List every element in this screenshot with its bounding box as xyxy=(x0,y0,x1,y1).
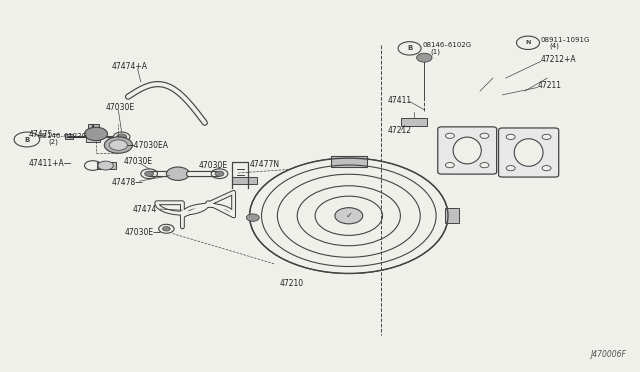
Text: 47478—: 47478— xyxy=(112,178,144,187)
Circle shape xyxy=(246,214,259,221)
Circle shape xyxy=(335,208,363,224)
Text: 08146–6122G: 08146–6122G xyxy=(38,133,88,139)
FancyBboxPatch shape xyxy=(499,128,559,177)
Bar xyxy=(232,177,257,184)
Text: B: B xyxy=(24,137,29,142)
Circle shape xyxy=(417,53,432,62)
Text: 47474+A: 47474+A xyxy=(112,62,148,71)
Text: —47030EA: —47030EA xyxy=(127,141,169,150)
Circle shape xyxy=(14,132,40,147)
Text: N: N xyxy=(525,40,531,45)
Circle shape xyxy=(145,171,154,176)
Ellipse shape xyxy=(515,139,543,166)
Circle shape xyxy=(98,161,113,170)
Text: 47411: 47411 xyxy=(387,96,412,105)
Circle shape xyxy=(398,42,421,55)
Text: 47030E: 47030E xyxy=(124,157,153,166)
Bar xyxy=(65,134,73,139)
Circle shape xyxy=(251,159,447,273)
Text: 47030E: 47030E xyxy=(106,103,135,112)
Circle shape xyxy=(480,133,489,138)
Circle shape xyxy=(163,227,170,231)
Circle shape xyxy=(166,167,189,180)
Circle shape xyxy=(542,166,551,171)
Text: J470006F: J470006F xyxy=(590,350,626,359)
FancyBboxPatch shape xyxy=(438,127,497,174)
Text: 47212+A: 47212+A xyxy=(541,55,577,64)
Ellipse shape xyxy=(453,137,481,164)
Text: 47411+A—: 47411+A— xyxy=(29,159,72,168)
Circle shape xyxy=(506,134,515,140)
Circle shape xyxy=(445,133,454,138)
Circle shape xyxy=(480,163,489,168)
Bar xyxy=(86,132,100,142)
Circle shape xyxy=(104,137,132,153)
Circle shape xyxy=(84,127,108,141)
Text: 47030E—: 47030E— xyxy=(125,228,161,237)
Circle shape xyxy=(516,36,540,49)
Text: B: B xyxy=(407,45,412,51)
Bar xyxy=(401,118,427,126)
Text: 47475—: 47475— xyxy=(29,130,61,139)
Text: 47211: 47211 xyxy=(538,81,562,90)
Text: 47474: 47474 xyxy=(133,205,157,214)
Text: 08911–1091G: 08911–1091G xyxy=(541,37,590,43)
Circle shape xyxy=(109,140,127,150)
Text: 08146–6102G: 08146–6102G xyxy=(422,42,472,48)
Circle shape xyxy=(215,171,224,176)
Text: 47210: 47210 xyxy=(279,279,303,288)
Text: (4): (4) xyxy=(549,42,559,49)
Circle shape xyxy=(542,134,551,140)
Bar xyxy=(97,162,116,169)
Circle shape xyxy=(506,166,515,171)
Text: 47477N: 47477N xyxy=(250,160,280,169)
Bar xyxy=(88,124,99,128)
Text: (1): (1) xyxy=(431,48,441,55)
Bar xyxy=(445,208,459,223)
Text: 47030E: 47030E xyxy=(198,161,228,170)
Circle shape xyxy=(116,134,127,140)
Text: 47212: 47212 xyxy=(387,126,412,135)
Text: ✓: ✓ xyxy=(346,211,352,220)
Bar xyxy=(331,156,367,167)
Circle shape xyxy=(445,163,454,168)
Text: (2): (2) xyxy=(48,138,58,145)
